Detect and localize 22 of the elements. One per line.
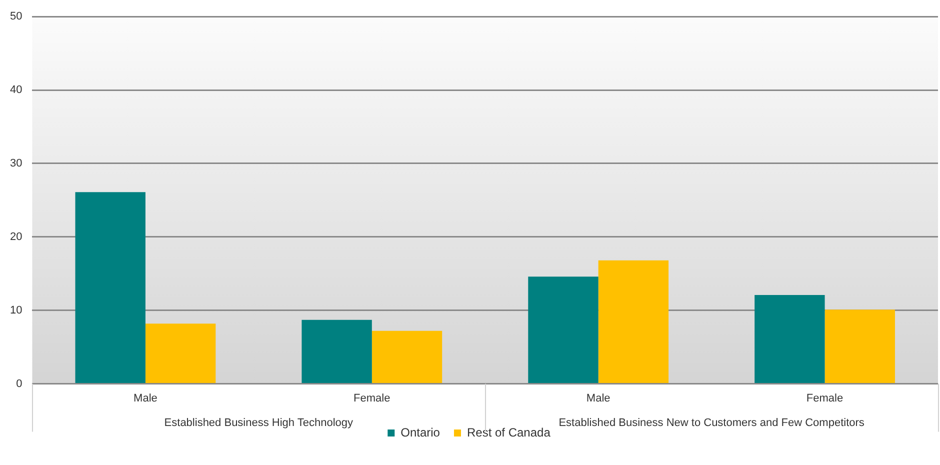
y-tick-label: 40 [10, 84, 22, 96]
x-tick-label: Female [806, 392, 844, 404]
y-tick-label: 10 [10, 304, 22, 316]
bar [302, 320, 372, 384]
bar [75, 192, 146, 384]
x-tick-label: Female [354, 392, 390, 404]
x-tick-label: Male [134, 392, 158, 404]
y-tick-label: 50 [10, 10, 22, 23]
bar [754, 294, 825, 384]
text: Established Business New to Customers and Few Competitors [558, 416, 865, 429]
y-tick-label: 30 [10, 158, 22, 170]
legend-label: Ontario [400, 425, 440, 440]
x-tick-label: Male [586, 392, 610, 404]
text: Established Business High Technology [164, 416, 354, 429]
legend-label: Rest of Canada [466, 425, 551, 440]
bar [598, 260, 669, 384]
bar [145, 324, 216, 384]
y-tick-label: 20 [10, 230, 22, 243]
y-tick-label: 0 [16, 378, 22, 390]
bar [824, 310, 895, 384]
bar [372, 330, 442, 384]
bar [528, 276, 598, 384]
